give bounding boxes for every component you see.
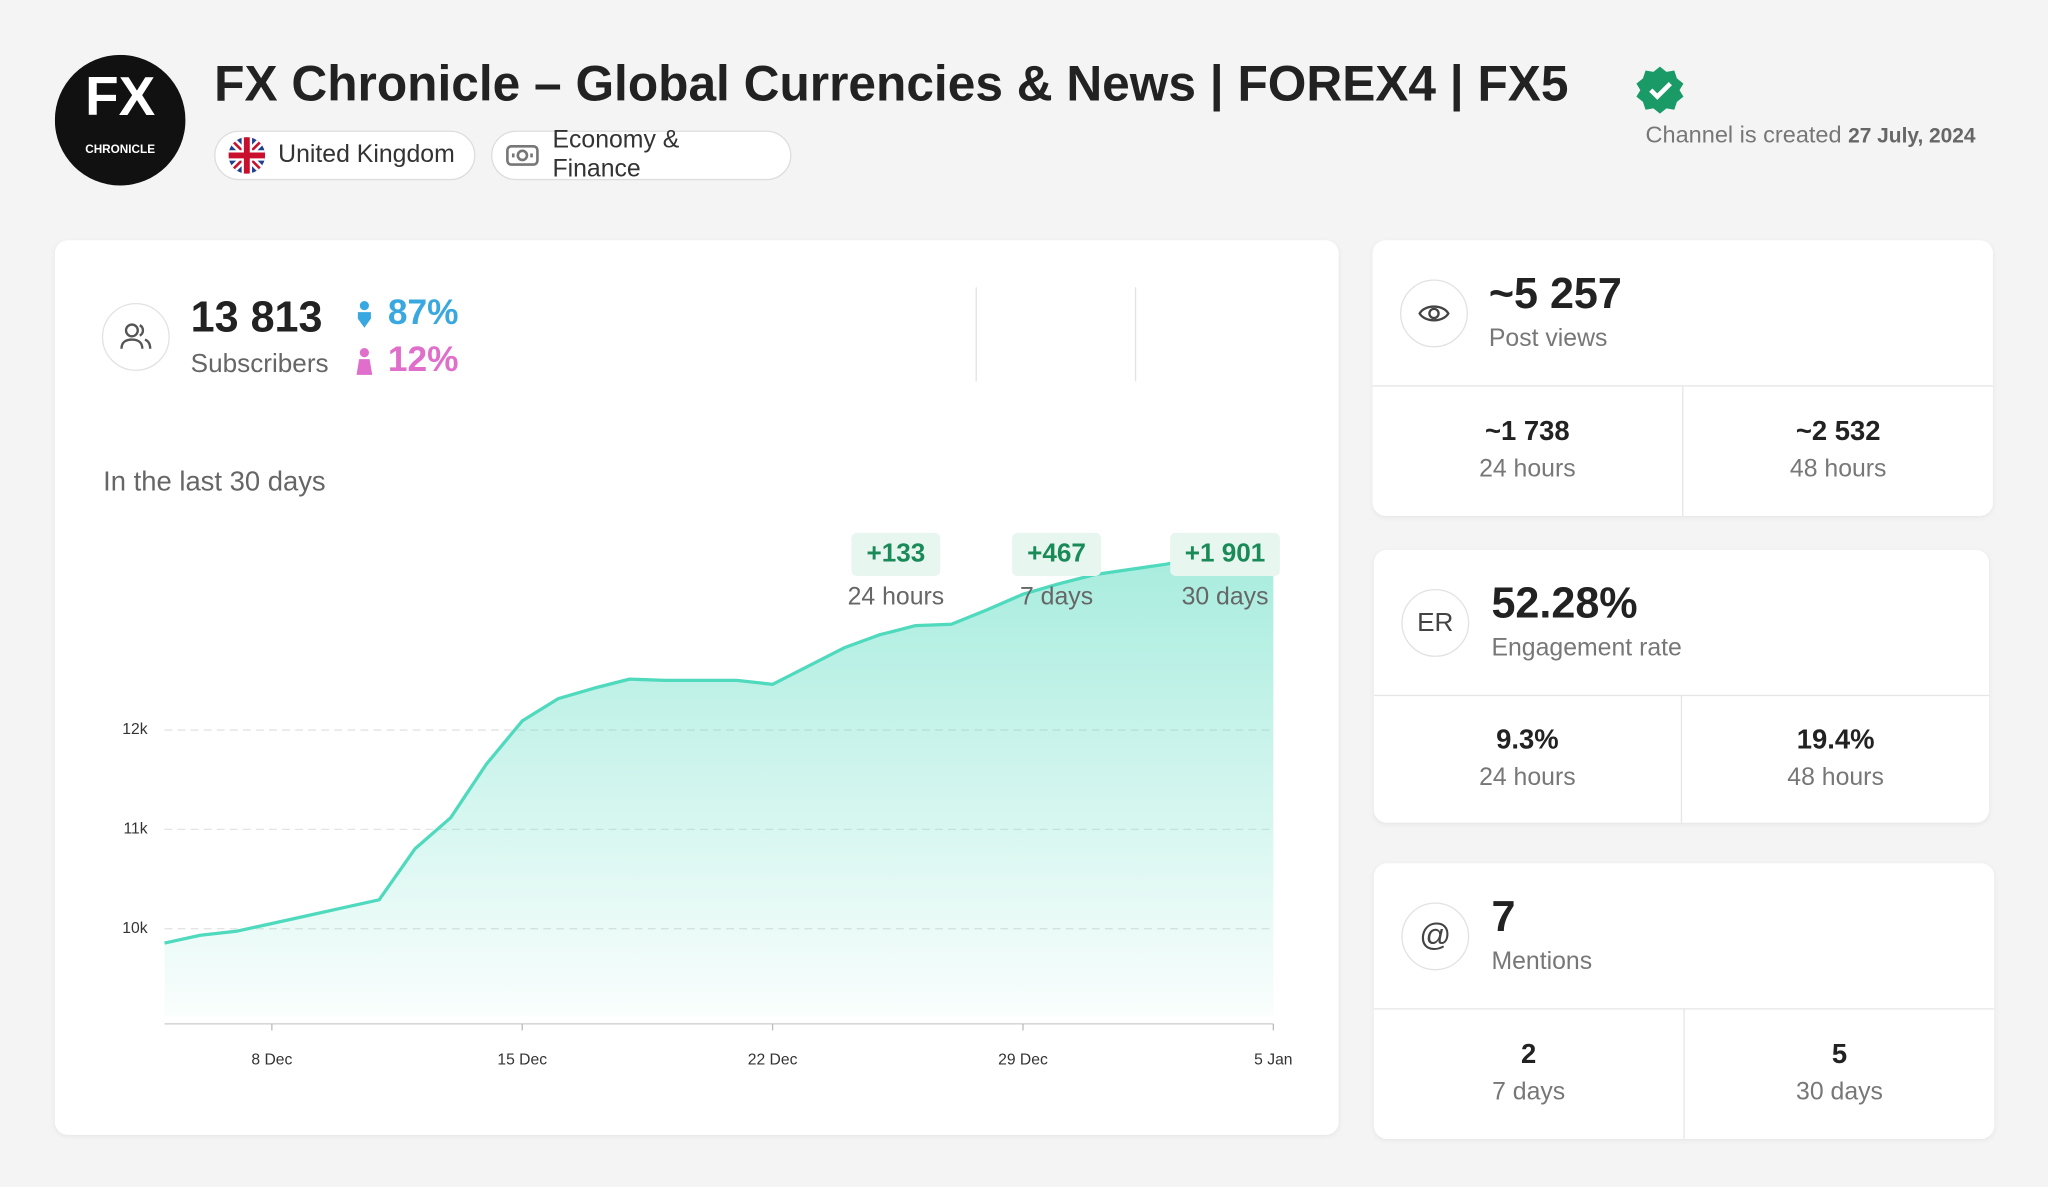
sub-stat: 2 7 days [1374, 1008, 1684, 1139]
created-info: Channel is created 27 July, 2024 [1646, 118, 1986, 155]
area [164, 550, 1274, 1017]
change-value: +467 [1012, 532, 1101, 576]
male-share: 87% [387, 292, 459, 332]
sub-value: 5 [1831, 1039, 1848, 1070]
sub-value: 2 [1521, 1039, 1537, 1070]
change-7d: +467 7 days [978, 532, 1135, 613]
sub-label: 30 days [1796, 1078, 1883, 1107]
sub-value: 19.4% [1796, 724, 1875, 755]
created-label: Channel is created [1645, 121, 1842, 148]
card-footer: 9.3% 24 hours 19.4% 48 hours [1374, 694, 1989, 823]
chart: In the last 30 days 10k 11k 12k 8 Dec 15 Dec… [103, 465, 1292, 1069]
country-label: United Kingdom [278, 141, 455, 169]
mentions-icon: @ [1401, 902, 1470, 971]
sub-value: ~1 738 [1485, 416, 1570, 447]
logo-subtext: CHRONICLE [85, 143, 155, 156]
card-header: ~5 257 Post views [1372, 240, 1993, 387]
sub-stat: ~1 738 24 hours [1373, 385, 1683, 516]
y-tick-label: 12k [122, 721, 147, 738]
change-30d: +1 901 30 days [1147, 532, 1304, 613]
y-tick-label: 11k [123, 821, 147, 838]
change-24h: +133 24 hours [818, 532, 975, 613]
sub-stat: 19.4% 48 hours [1680, 694, 1989, 823]
card-footer: ~1 738 24 hours ~2 532 48 hours [1373, 385, 1993, 516]
category-label: Economy & Finance [552, 126, 680, 183]
card-value: 52.28% [1491, 578, 1638, 627]
sub-stat: ~2 532 48 hours [1682, 385, 1993, 516]
change-label: 24 hours [847, 583, 945, 612]
change-label: 30 days [1181, 583, 1269, 612]
sub-label: 7 days [1492, 1078, 1566, 1107]
logo: FX CHRONICLE [54, 54, 186, 186]
card-header: @ 7 Mentions [1373, 863, 1995, 1010]
x-tick-label: 5 Jan [1254, 1052, 1292, 1069]
eye-icon [1418, 305, 1450, 322]
category-tag[interactable]: Economy & Finance [491, 127, 792, 183]
channel-title: FX Chronicle – Global Currencies & News … [214, 57, 1569, 113]
flag-icon [228, 137, 266, 174]
card-label: Mentions [1491, 948, 1593, 976]
created-date: 27 July, 2024 [1848, 125, 1976, 148]
x-tick-label: 15 Dec [497, 1052, 547, 1069]
logo-text: FX [85, 65, 156, 127]
sub-stat: 5 30 days [1683, 1008, 1994, 1139]
subscribers-value: 13 813 [190, 292, 323, 341]
divider [975, 287, 977, 382]
line [164, 548, 1274, 945]
card-footer: 2 7 days 5 30 days [1374, 1008, 1994, 1139]
country-tag[interactable]: United Kingdom [214, 130, 476, 181]
people-icon [120, 323, 152, 349]
er-card: ER 52.28% Engagement rate 9.3% 24 hours 1… [1373, 549, 1990, 823]
subscribers-icon [101, 302, 170, 371]
divider [1134, 287, 1137, 382]
views-icon [1400, 279, 1468, 348]
y-tick-label: 10k [122, 920, 147, 937]
er-icon: ER [1401, 589, 1470, 657]
female-icon [356, 348, 373, 375]
sub-label: 24 hours [1479, 455, 1576, 484]
verified-badge [1636, 66, 1684, 114]
change-value: +1 901 [1170, 532, 1280, 576]
x-tick-label: 29 Dec [998, 1052, 1048, 1069]
x-tick-label: 22 Dec [748, 1052, 798, 1069]
views-card: ~5 257 Post views ~1 738 24 hours ~2 532 4… [1372, 240, 1993, 516]
subscribers-label: Subscribers [190, 350, 329, 379]
card-label: Post views [1488, 325, 1608, 353]
money-icon [506, 144, 539, 166]
sub-stat: 9.3% 24 hours [1374, 695, 1681, 823]
card-value: ~5 257 [1488, 269, 1622, 318]
change-label: 7 days [1019, 583, 1094, 612]
card-label: Engagement rate [1491, 634, 1682, 663]
sub-value: 9.3% [1496, 724, 1559, 755]
mentions-card: @ 7 Mentions 2 7 days 5 30 days [1373, 863, 1995, 1139]
card-value: 7 [1491, 891, 1516, 941]
chart-title: In the last 30 days [103, 465, 325, 496]
sub-value: ~2 532 [1795, 416, 1881, 447]
sub-label: 24 hours [1479, 764, 1576, 792]
male-icon [357, 301, 371, 328]
x-tick-label: 8 Dec [251, 1052, 292, 1069]
sub-label: 48 hours [1789, 455, 1887, 484]
card-header: ER 52.28% Engagement rate [1373, 550, 1990, 697]
sub-label: 48 hours [1787, 764, 1884, 792]
change-value: +133 [852, 532, 940, 576]
subscribers-card: In the last 30 days 10k 11k 12k 8 Dec 15 Dec… [54, 240, 1339, 1135]
female-share: 12% [387, 339, 459, 379]
